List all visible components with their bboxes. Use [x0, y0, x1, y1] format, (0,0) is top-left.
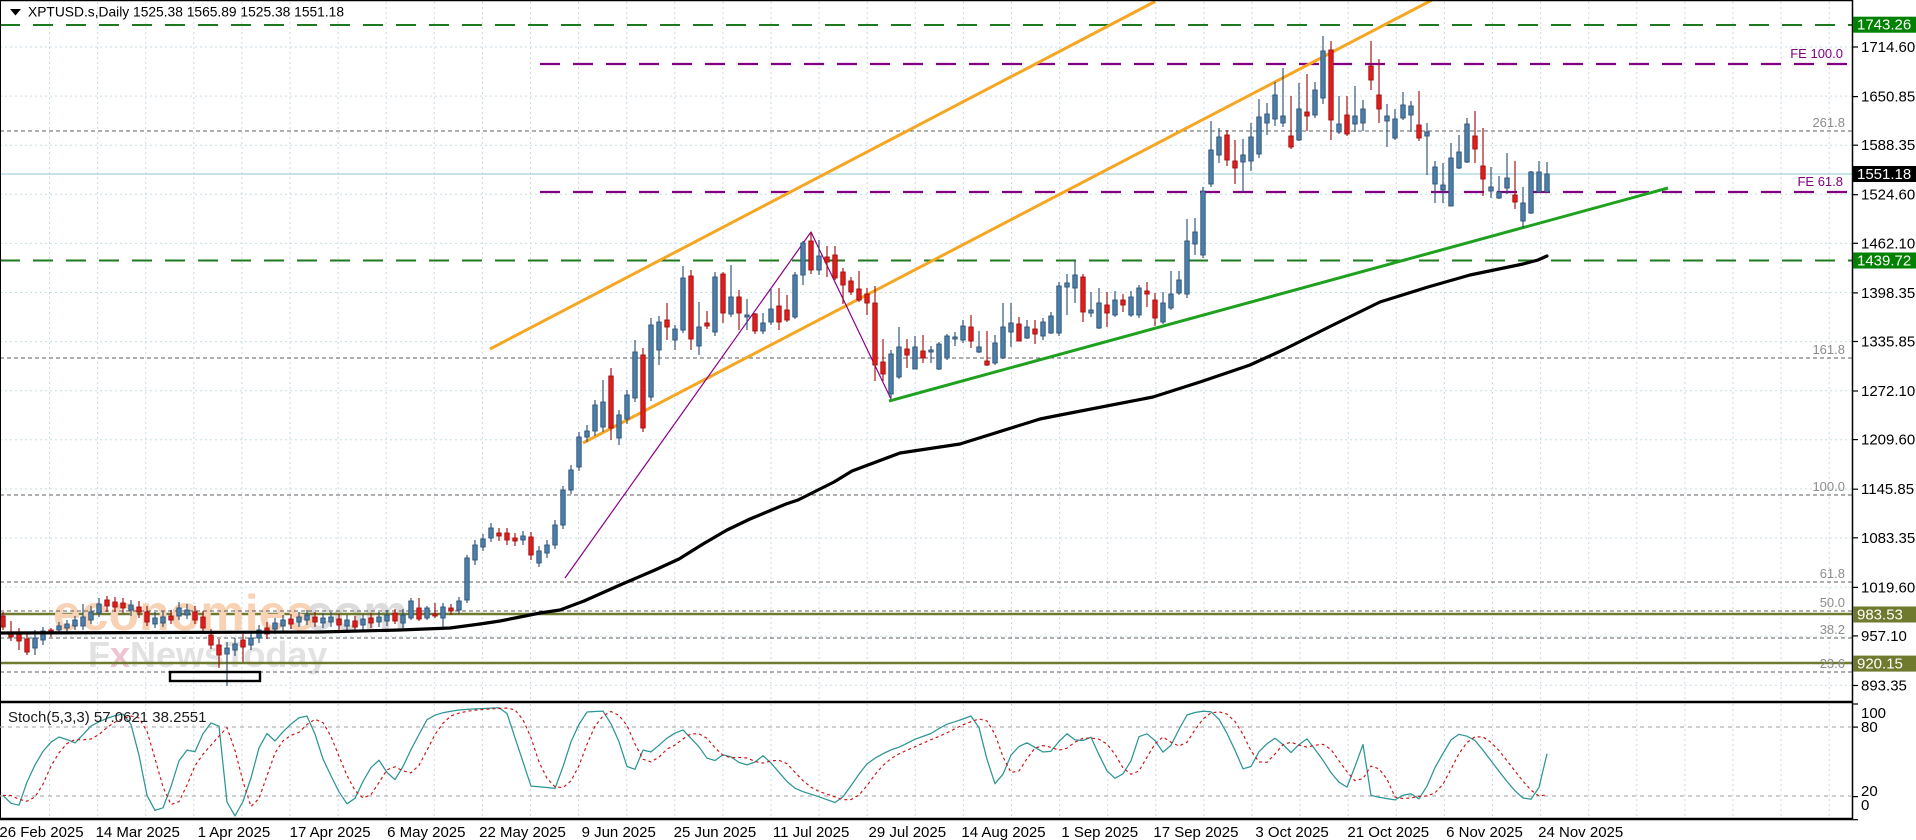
svg-text:3 Oct 2025: 3 Oct 2025	[1255, 824, 1328, 840]
svg-text:1019.60: 1019.60	[1861, 579, 1915, 596]
svg-text:17 Apr 2025: 17 Apr 2025	[290, 824, 371, 840]
svg-text:22 May 2025: 22 May 2025	[479, 824, 566, 840]
svg-text:893.35: 893.35	[1861, 678, 1907, 695]
svg-text:29 Jul 2025: 29 Jul 2025	[869, 824, 947, 840]
svg-text:21 Oct 2025: 21 Oct 2025	[1347, 824, 1429, 840]
svg-text:26 Feb 2025: 26 Feb 2025	[0, 824, 84, 840]
svg-text:80: 80	[1861, 719, 1878, 736]
svg-text:61.8: 61.8	[1820, 566, 1845, 581]
svg-text:957.10: 957.10	[1861, 628, 1907, 645]
svg-text:FE 61.8: FE 61.8	[1797, 174, 1843, 189]
svg-text:261.8: 261.8	[1812, 115, 1845, 130]
svg-text:1524.60: 1524.60	[1861, 187, 1915, 204]
svg-text:920.15: 920.15	[1857, 656, 1903, 673]
svg-text:161.8: 161.8	[1812, 342, 1845, 357]
svg-text:17 Sep 2025: 17 Sep 2025	[1153, 824, 1238, 840]
svg-text:1272.10: 1272.10	[1861, 383, 1915, 400]
svg-text:1 Sep 2025: 1 Sep 2025	[1061, 824, 1138, 840]
svg-text:XPTUSD.s,Daily 1525.38 1565.8: XPTUSD.s,Daily 1525.38 1565.89 1525.38 1…	[28, 5, 344, 20]
svg-text:9 Jun 2025: 9 Jun 2025	[582, 824, 656, 840]
svg-text:FxNewsToday: FxNewsToday	[88, 634, 327, 675]
svg-text:1335.85: 1335.85	[1861, 334, 1915, 351]
svg-text:11 Jul 2025: 11 Jul 2025	[773, 824, 849, 840]
svg-text:25 Jun 2025: 25 Jun 2025	[674, 824, 757, 840]
svg-text:50.0: 50.0	[1820, 595, 1845, 610]
svg-text:14 Mar 2025: 14 Mar 2025	[96, 824, 180, 840]
svg-text:1462.10: 1462.10	[1861, 235, 1915, 252]
svg-text:6 May 2025: 6 May 2025	[387, 824, 465, 840]
svg-text:24 Nov 2025: 24 Nov 2025	[1538, 824, 1623, 840]
svg-text:1743.26: 1743.26	[1857, 17, 1911, 34]
svg-text:14 Aug 2025: 14 Aug 2025	[961, 824, 1045, 840]
svg-text:1 Apr 2025: 1 Apr 2025	[198, 824, 271, 840]
svg-text:0: 0	[1861, 797, 1869, 814]
svg-text:23.6: 23.6	[1820, 656, 1845, 671]
svg-text:6 Nov 2025: 6 Nov 2025	[1446, 824, 1523, 840]
svg-text:1714.60: 1714.60	[1861, 39, 1915, 56]
svg-text:FE 100.0: FE 100.0	[1790, 46, 1843, 61]
svg-text:Stoch(5,3,3) 57.0621 38.2551: Stoch(5,3,3) 57.0621 38.2551	[8, 709, 207, 726]
svg-text:1398.35: 1398.35	[1861, 285, 1915, 302]
svg-text:1551.18: 1551.18	[1857, 166, 1911, 183]
svg-text:1145.85: 1145.85	[1861, 481, 1914, 498]
svg-text:1083.35: 1083.35	[1861, 530, 1915, 547]
svg-text:1209.60: 1209.60	[1861, 432, 1915, 449]
svg-text:100.0: 100.0	[1812, 479, 1845, 494]
svg-text:100: 100	[1861, 705, 1886, 722]
svg-text:20: 20	[1861, 783, 1878, 800]
svg-text:983.53: 983.53	[1857, 607, 1903, 624]
svg-text:1439.72: 1439.72	[1857, 253, 1911, 270]
svg-text:38.2: 38.2	[1820, 622, 1845, 637]
svg-text:1650.85: 1650.85	[1861, 89, 1915, 106]
svg-text:1588.35: 1588.35	[1861, 137, 1915, 154]
